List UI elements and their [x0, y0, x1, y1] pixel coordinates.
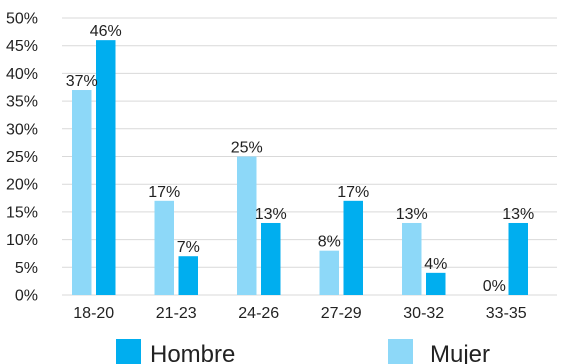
data-label: 46%	[90, 23, 122, 40]
bar-hombre-21-23	[178, 256, 198, 295]
data-label: 8%	[318, 234, 341, 251]
x-tick-label: 27-29	[321, 305, 362, 322]
legend-label-mujer: Mujer	[430, 341, 490, 364]
x-tick-label: 18-20	[73, 305, 114, 322]
y-tick-label: 30%	[6, 121, 38, 138]
x-tick-label: 21-23	[156, 305, 197, 322]
bar-hombre-30-32	[426, 272, 446, 295]
y-tick-label: 15%	[6, 204, 38, 221]
bar-mujer-30-32	[402, 222, 422, 295]
legend: Hombre Mujer	[116, 339, 490, 364]
y-tick-label: 50%	[6, 11, 38, 28]
data-label: 4%	[424, 256, 447, 273]
legend-swatch-hombre	[116, 339, 141, 364]
legend-swatch-mujer	[388, 339, 413, 364]
bar-mujer-27-29	[319, 250, 339, 295]
y-tick-label: 0%	[15, 288, 38, 305]
bar-hombre-18-20	[96, 40, 116, 295]
x-axis-ticks: 18-20 21-23 24-26 27-29 30-32 33-35	[73, 305, 527, 322]
y-tick-label: 5%	[15, 260, 38, 277]
data-label: 17%	[337, 184, 369, 201]
bar-mujer-21-23	[154, 200, 174, 295]
bar-hombre-33-35	[508, 222, 528, 295]
x-tick-label: 24-26	[238, 305, 279, 322]
data-label: 13%	[396, 206, 428, 223]
data-label: 25%	[231, 140, 263, 157]
data-label: 17%	[148, 184, 180, 201]
data-label: 37%	[66, 73, 98, 90]
y-tick-label: 10%	[6, 232, 38, 249]
legend-label-hombre: Hombre	[150, 341, 235, 364]
bars	[72, 40, 528, 296]
x-tick-label: 33-35	[486, 305, 527, 322]
y-tick-label: 45%	[6, 38, 38, 55]
y-tick-label: 35%	[6, 94, 38, 111]
bar-mujer-18-20	[72, 90, 92, 296]
y-tick-label: 25%	[6, 149, 38, 166]
y-tick-label: 40%	[6, 66, 38, 83]
x-tick-label: 30-32	[403, 305, 444, 322]
y-axis-ticks: 0% 5% 10% 15% 20% 25% 30% 35% 40% 45% 50%	[6, 11, 38, 305]
data-label: 13%	[502, 206, 534, 223]
data-labels: 37% 46% 17% 7% 25% 13% 8% 17% 13% 4% 0% 13%	[66, 23, 535, 295]
data-label: 0%	[483, 278, 506, 295]
bar-hombre-24-26	[261, 222, 281, 295]
gridlines	[62, 17, 557, 296]
y-tick-label: 20%	[6, 177, 38, 194]
data-label: 13%	[255, 206, 287, 223]
data-label: 7%	[177, 239, 200, 256]
bar-hombre-27-29	[343, 200, 363, 295]
bar-mujer-24-26	[237, 156, 257, 295]
